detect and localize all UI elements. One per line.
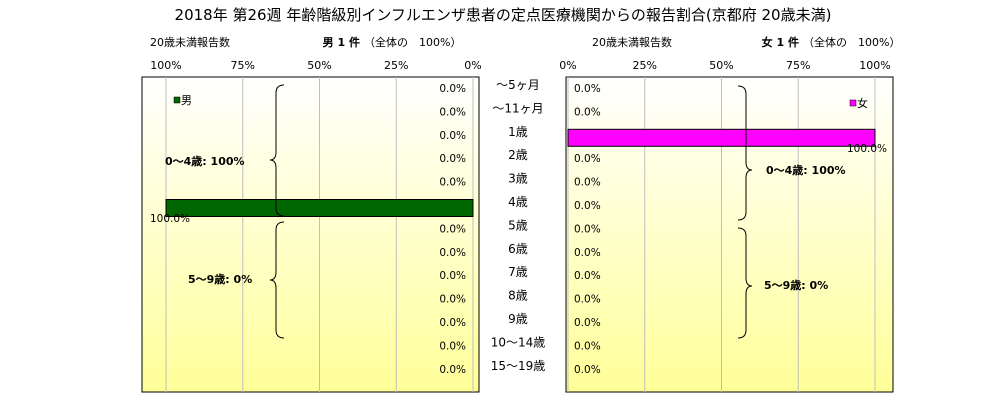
female-data-labels: 0.0% 0.0% 100.0% 0.0% 0.0% 0.0% 0.0% 0.0% 0.0% 0.… xyxy=(574,83,887,376)
tick-label: 50% xyxy=(307,59,331,72)
data-label: 0.0% xyxy=(574,83,601,95)
female-bracket-label-5-9: 5～9歳: 0% xyxy=(764,278,828,292)
tick-label: 50% xyxy=(709,59,733,72)
female-brace-0-4 xyxy=(737,85,753,221)
data-label: 0.0% xyxy=(439,177,466,189)
female-header-left: 20歳未満報告数 xyxy=(592,36,672,49)
data-label: 0.0% xyxy=(439,270,466,282)
data-label: 0.0% xyxy=(574,223,601,235)
data-label: 0.0% xyxy=(574,153,601,165)
data-label: 0.0% xyxy=(574,364,601,376)
data-label: 0.0% xyxy=(574,294,601,306)
category-label: 5歳 xyxy=(508,218,528,232)
tick-label: 25% xyxy=(633,59,657,72)
data-label: 0.0% xyxy=(439,294,466,306)
female-axis-ticks: 0% 25% 50% 75% 100% xyxy=(559,59,890,72)
female-plot-area xyxy=(565,76,894,393)
data-label: 0.0% xyxy=(439,223,466,235)
data-label: 0.0% xyxy=(574,106,601,118)
male-axis-ticks: 100% 75% 50% 25% 0% xyxy=(150,59,481,72)
tick-label: 100% xyxy=(859,59,890,72)
category-label: 8歳 xyxy=(508,289,528,303)
data-label: 0.0% xyxy=(439,130,466,142)
male-bars xyxy=(165,199,474,217)
category-label: 9歳 xyxy=(508,312,528,326)
tick-label: 75% xyxy=(786,59,810,72)
tick-label: 25% xyxy=(384,59,408,72)
category-label: 7歳 xyxy=(508,265,528,279)
data-label: 0.0% xyxy=(439,340,466,352)
male-header-left: 20歳未満報告数 xyxy=(150,36,230,49)
chart-title: 2018年 第26週 年齢階級別インフルエンザ患者の定点医療機関からの報告割合(… xyxy=(175,6,832,24)
female-bars xyxy=(567,128,876,147)
category-label: 15～19歳 xyxy=(491,359,546,373)
female-legend-swatch xyxy=(849,99,857,107)
category-label: 6歳 xyxy=(508,242,528,256)
male-brace-0-4 xyxy=(269,84,285,217)
category-label: 3歳 xyxy=(508,172,528,186)
male-plot-area xyxy=(141,76,480,393)
female-header-note: （全体の 100%） xyxy=(803,35,900,49)
male-data-labels: 0.0% 0.0% 0.0% 0.0% 0.0% 100.0% 0.0% 0.0% 0.0% 0.… xyxy=(150,83,466,376)
data-label: 0.0% xyxy=(439,364,466,376)
data-label: 100.0% xyxy=(150,213,190,225)
data-label: 0.0% xyxy=(439,153,466,165)
category-label: ～5ヶ月 xyxy=(496,78,540,92)
data-label: 0.0% xyxy=(574,200,601,212)
data-label: 0.0% xyxy=(574,270,601,282)
data-label: 100.0% xyxy=(847,143,887,155)
bar xyxy=(567,128,876,147)
female-header-main: 女 1 件 xyxy=(762,35,799,49)
female-legend-label: 女 xyxy=(857,96,868,110)
category-label: 4歳 xyxy=(508,195,528,209)
category-label: 2歳 xyxy=(508,148,528,162)
data-label: 0.0% xyxy=(439,317,466,329)
category-label: 1歳 xyxy=(508,125,528,139)
male-legend-label: 男 xyxy=(181,94,192,107)
male-bracket-label-5-9: 5～9歳: 0% xyxy=(188,272,252,286)
male-header-note: （全体の 100%） xyxy=(364,35,461,49)
tick-label: 0% xyxy=(464,59,481,72)
female-bracket-label-0-4: 0～4歳: 100% xyxy=(766,163,846,177)
tick-label: 100% xyxy=(150,59,181,72)
category-label: ～11ヶ月 xyxy=(492,101,543,115)
data-label: 0.0% xyxy=(574,247,601,259)
male-header-main: 男 1 件 xyxy=(323,35,360,49)
tick-label: 0% xyxy=(559,59,576,72)
data-label: 0.0% xyxy=(439,247,466,259)
data-label: 0.0% xyxy=(439,83,466,95)
male-brace-5-9 xyxy=(269,221,285,339)
data-label: 0.0% xyxy=(574,317,601,329)
data-label: 0.0% xyxy=(574,340,601,352)
category-label: 10～14歳 xyxy=(491,335,546,349)
age-category-labels: ～5ヶ月 ～11ヶ月 1歳 2歳 3歳 4歳 5歳 6歳 7歳 8歳 9歳 10～14歳 15～19歳 xyxy=(491,78,546,373)
male-legend-swatch xyxy=(173,96,181,104)
female-brace-5-9 xyxy=(737,227,753,339)
male-bracket-label-0-4: 0～4歳: 100% xyxy=(165,154,245,168)
bar xyxy=(165,199,474,217)
male-gridlines xyxy=(165,77,474,392)
tick-label: 75% xyxy=(231,59,255,72)
data-label: 0.0% xyxy=(439,106,466,118)
data-label: 0.0% xyxy=(574,177,601,189)
